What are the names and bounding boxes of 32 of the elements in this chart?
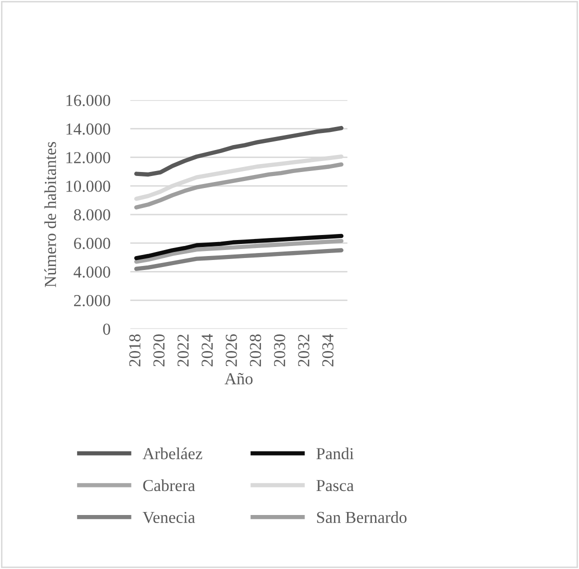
y-tick-label: 8.000 <box>74 209 110 221</box>
legend-label: Venecia <box>142 512 196 524</box>
x-tick-label: 2022 <box>177 334 189 366</box>
legend-label: Pandi <box>316 448 354 460</box>
y-tick-label: 0 <box>103 324 110 335</box>
line-series <box>134 238 344 264</box>
line-series <box>134 154 344 201</box>
legend-label: San Bernardo <box>317 511 407 524</box>
y-axis-title: Número de habitantes <box>44 142 56 288</box>
x-tick-label: 2018 <box>129 334 140 366</box>
x-tick-label: 2032 <box>298 334 310 366</box>
y-tick-label: 10.000 <box>66 180 110 192</box>
y-tick-label: 2.000 <box>74 294 110 306</box>
y-tick-label: 12.000 <box>66 152 110 164</box>
x-tick-label: 2030 <box>274 334 286 366</box>
line-series <box>134 248 344 271</box>
y-tick-label: 6.000 <box>74 238 110 250</box>
y-tick-label: 4.000 <box>74 266 110 278</box>
legend-label: Arbeláez <box>142 448 202 460</box>
legend-label: Cabrera <box>143 479 196 492</box>
line-series <box>134 162 344 210</box>
x-tick-label: 2026 <box>226 334 237 366</box>
line-series <box>134 126 344 177</box>
line-series <box>134 234 344 260</box>
x-tick-label: 2020 <box>153 334 165 366</box>
x-tick-label: 2034 <box>322 334 334 366</box>
y-tick-label: 14.000 <box>66 123 110 135</box>
x-tick-label: 2024 <box>202 334 213 366</box>
legend-label: Pasca <box>316 480 354 492</box>
x-tick-label: 2028 <box>250 334 262 366</box>
y-tick-label: 16.000 <box>66 94 110 106</box>
x-axis-title: Año <box>224 372 253 384</box>
